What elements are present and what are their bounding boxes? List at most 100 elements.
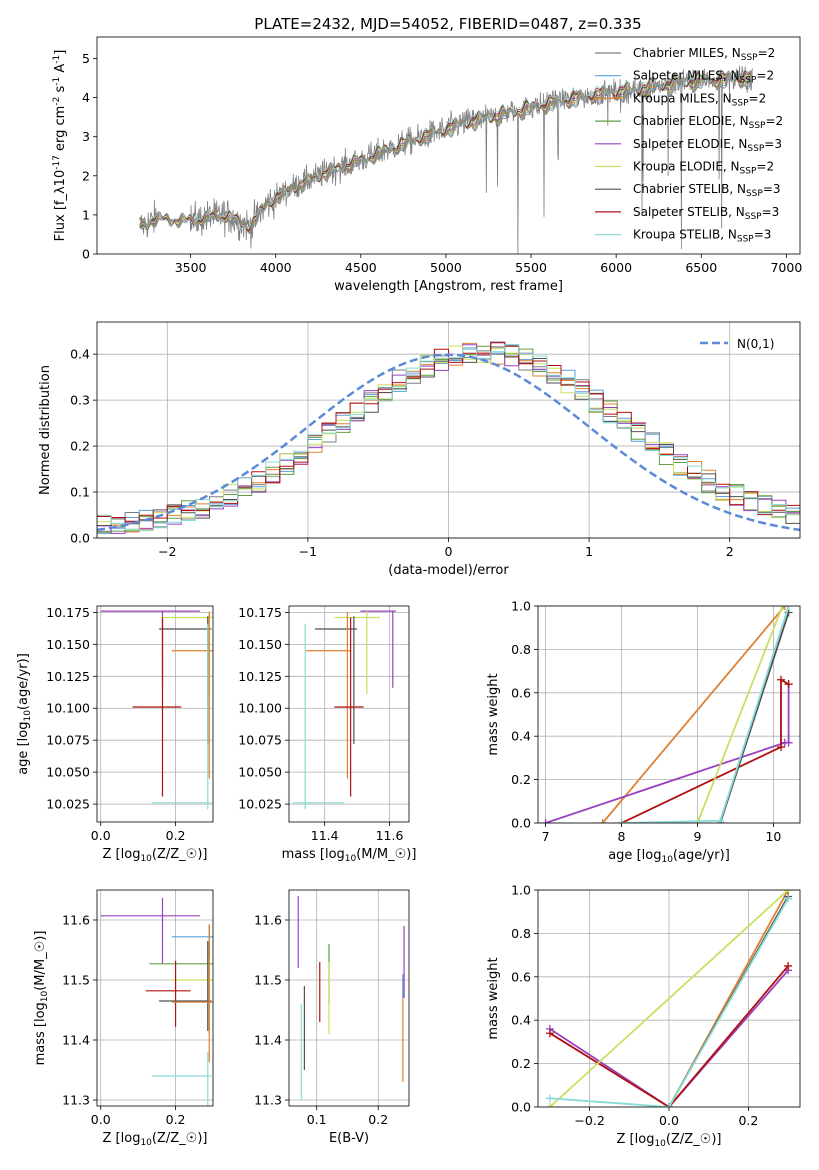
y-axis-label: Normed distribution xyxy=(38,365,53,495)
y-tick-label: 0.1 xyxy=(70,485,90,500)
axes-frame xyxy=(288,889,410,1107)
y-tick-label: 0.6 xyxy=(511,969,531,984)
y-tick-label: 10.150 xyxy=(46,637,90,652)
x-tick-label: 8 xyxy=(618,829,626,844)
legend-entry: N(0,1) xyxy=(737,337,774,351)
legend-entry: Chabrier MILES, NSSP​=2 xyxy=(633,46,775,63)
y-tick-label: 0.0 xyxy=(511,816,531,831)
plus-marker xyxy=(777,743,786,752)
cumulative-line xyxy=(549,965,789,1107)
x-tick-label: 10 xyxy=(765,829,781,844)
axes-frame xyxy=(288,605,410,823)
y-tick-label: 10.050 xyxy=(238,765,282,780)
errorbar-point xyxy=(171,956,213,1034)
errorbar-point xyxy=(334,611,380,695)
x-tick-label: 0.2 xyxy=(166,1112,186,1127)
plus-marker xyxy=(784,680,793,689)
x-tick-label: 1 xyxy=(585,544,593,559)
axes-frame xyxy=(537,605,801,824)
y-axis-label: age [log10​(age/yr)] xyxy=(16,653,33,775)
y-tick-label: 0.2 xyxy=(70,439,90,454)
legend-entry: Salpeter ELODIE, NSSP​=3 xyxy=(633,137,782,154)
errorbar-point xyxy=(171,924,213,1063)
normal-curve xyxy=(97,353,800,532)
y-tick-label: 10.100 xyxy=(46,701,90,716)
y-tick-label: 0.4 xyxy=(511,729,531,744)
x-tick-label: −2 xyxy=(158,544,176,559)
x-tick-label: 9 xyxy=(694,829,702,844)
y-axis-label: mass weight xyxy=(486,957,501,1039)
y-tick-label: 0.4 xyxy=(70,347,90,362)
y-tick-label: 1 xyxy=(82,207,90,222)
x-tick-label: 0.0 xyxy=(659,1113,679,1128)
plus-marker xyxy=(716,816,725,823)
x-tick-label: 0 xyxy=(445,544,453,559)
plus-marker xyxy=(617,819,626,823)
plot-area xyxy=(292,610,397,810)
x-tick-label: 0.0 xyxy=(91,828,111,843)
y-tick-label: 0.3 xyxy=(70,393,90,408)
residual-histogram xyxy=(97,344,800,532)
axes-frame xyxy=(96,36,801,255)
y-tick-label: 11.3 xyxy=(62,1093,90,1108)
y-tick-label: 10.050 xyxy=(46,765,90,780)
y-tick-label: 0.8 xyxy=(511,926,531,941)
x-axis-label: wavelength [Angstrom, rest frame] xyxy=(334,279,563,294)
y-tick-label: 0.4 xyxy=(511,1013,531,1028)
y-tick-label: 11.5 xyxy=(254,973,282,988)
y-tick-label: 11.6 xyxy=(62,913,90,928)
plot-area xyxy=(100,610,213,810)
y-tick-label: 10.025 xyxy=(238,797,282,812)
chart-residuals: −2 −1 0 1 2 0.0 0.1 0.2 0.3 0.4 (data-model)/error… xyxy=(38,321,801,578)
y-tick-label: 10.025 xyxy=(46,797,90,812)
plus-marker xyxy=(780,606,789,610)
x-tick-label: 0.0 xyxy=(91,1112,111,1127)
y-axis-label: mass [log10​(M/M_☉)] xyxy=(33,931,50,1066)
x-tick-label: 4500 xyxy=(345,260,377,275)
plus-marker xyxy=(784,606,793,610)
cumulative-line xyxy=(549,898,789,1107)
y-tick-label: 11.5 xyxy=(62,973,90,988)
y-tick-label: 11.3 xyxy=(254,1093,282,1108)
y-tick-label: 1.0 xyxy=(511,599,531,614)
y-tick-label: 0.0 xyxy=(511,1100,531,1115)
y-tick-label: 10.175 xyxy=(238,605,282,620)
cumulative-line xyxy=(549,969,789,1107)
legend-entry: Kroupa STELIB, NSSP​=3 xyxy=(633,228,771,245)
errorbar-point xyxy=(334,617,364,797)
x-axis-label: (data-model)/error xyxy=(388,563,509,578)
errorbar-point xyxy=(171,612,213,779)
errorbar-point xyxy=(160,611,213,695)
model-spectrum-line xyxy=(139,70,753,233)
x-tick-label: 7000 xyxy=(770,260,802,275)
plot-area xyxy=(541,606,793,823)
axes-frame xyxy=(96,605,214,823)
y-tick-label: 10.150 xyxy=(238,637,282,652)
cumulative-line xyxy=(601,606,786,823)
plus-marker xyxy=(665,1103,673,1107)
plus-marker xyxy=(545,1103,554,1107)
x-tick-label: 7 xyxy=(542,829,550,844)
axes-frame xyxy=(96,889,214,1107)
x-tick-label: 11.6 xyxy=(376,828,404,843)
legend-entry: Chabrier ELODIE, NSSP​=2 xyxy=(633,114,783,131)
legend-entry: Chabrier STELIB, NSSP​=3 xyxy=(633,182,781,199)
y-tick-label: 0.6 xyxy=(511,685,531,700)
x-tick-label: 5500 xyxy=(515,260,547,275)
x-tick-label: 0.2 xyxy=(738,1113,758,1128)
errorbar-point xyxy=(159,941,212,1031)
errorbar-point xyxy=(305,612,351,779)
x-tick-label: 3500 xyxy=(175,260,207,275)
legend-entry: Salpeter MILES, NSSP​=2 xyxy=(633,69,774,86)
y-tick-label: 10.125 xyxy=(238,669,282,684)
plus-marker xyxy=(545,1029,554,1038)
errorbar-point xyxy=(151,623,212,810)
y-tick-label: 11.4 xyxy=(62,1033,90,1048)
model-spectrum-line xyxy=(139,70,753,234)
y-tick-label: 0.0 xyxy=(70,531,90,546)
chart-cum_Z: −0.2 0.0 0.2 0.0 0.2 0.4 0.6 0.8 1.0 Z [log10​(Z/… xyxy=(486,883,801,1149)
y-tick-label: 5 xyxy=(82,51,90,66)
cumulative-line xyxy=(696,606,784,823)
plus-marker xyxy=(777,675,786,684)
